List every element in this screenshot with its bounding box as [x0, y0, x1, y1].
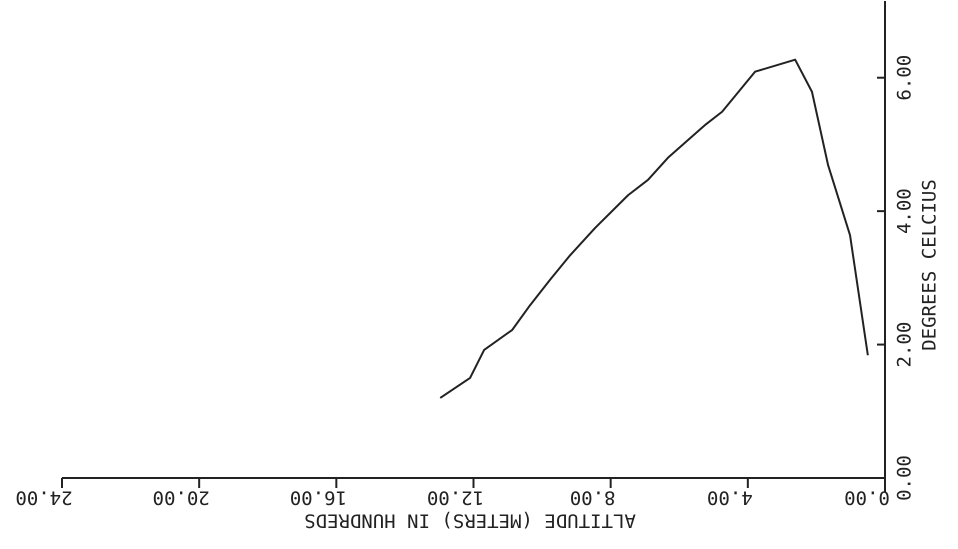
x-tick-label: 12.00 — [427, 487, 484, 509]
x-tick-label: 0.00 — [844, 487, 890, 509]
x-tick-label: 8.00 — [570, 487, 616, 509]
x-tick-label: 16.00 — [290, 487, 347, 509]
x-tick-label: 24.00 — [15, 487, 72, 509]
y-tick-label: 4.00 — [894, 188, 916, 234]
data-line — [439, 58, 869, 399]
y-tick-label: 0.00 — [894, 455, 916, 501]
x-tick-label: 20.00 — [153, 487, 210, 509]
y-axis-label: DEGREES CELCIUS — [919, 179, 941, 351]
x-axis-label: ALTITUDE (METERS) IN HUNDREDS — [304, 510, 636, 532]
y-tick-label: 2.00 — [894, 322, 916, 368]
y-tick-label: 6.00 — [894, 55, 916, 101]
x-tick-label: 4.00 — [707, 487, 753, 509]
